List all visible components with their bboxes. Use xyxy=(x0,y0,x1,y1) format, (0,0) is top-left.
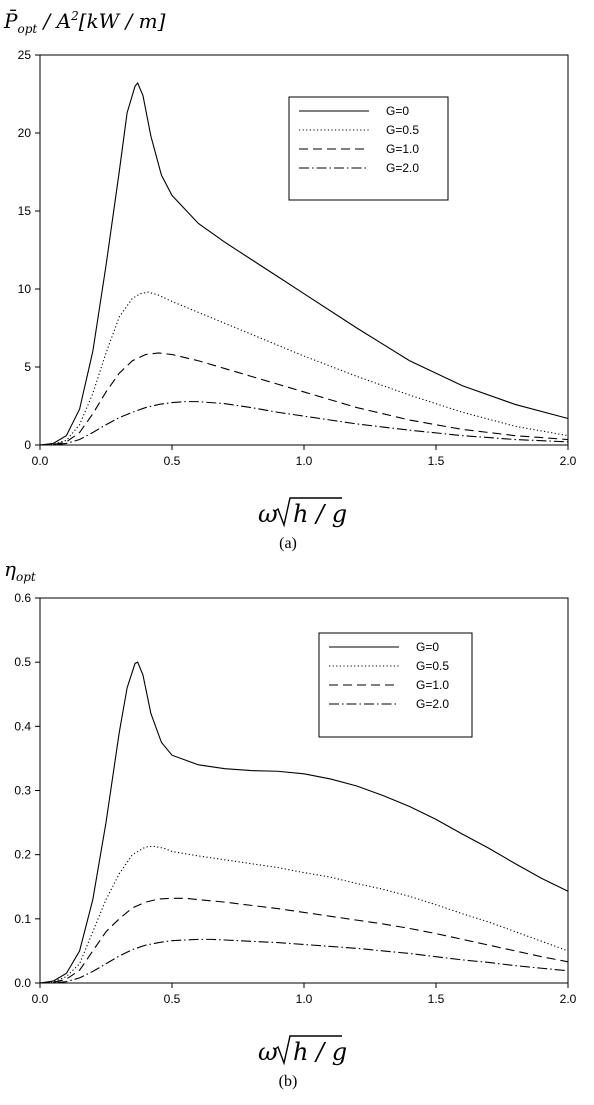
legend-label: G=1.0 xyxy=(386,142,419,156)
y-tick-label: 0.3 xyxy=(14,784,31,798)
series-line-g-2-0 xyxy=(39,938,569,984)
x-tick-label: 0.0 xyxy=(32,992,49,1006)
y-tick-label: 0.2 xyxy=(14,848,31,862)
chart-a: 0.0 0.5 1.0 1.5 2.0 0 5 10 15 20 25 G=0 G=0.5 G=1.0 G=… xyxy=(3,8,577,552)
x-tick-label: 1.5 xyxy=(428,454,445,468)
y-tick-label: 0.5 xyxy=(14,655,31,669)
panel-label: (a) xyxy=(279,535,297,552)
sqrt-sign xyxy=(273,1035,342,1066)
legend-label: G=0 xyxy=(386,104,409,118)
series-line-g-0-5 xyxy=(39,291,569,446)
x-tick-label: 0.5 xyxy=(164,454,181,468)
y-tick-label: 20 xyxy=(18,126,32,140)
x-tick-label: 0.0 xyxy=(32,454,49,468)
y-tick-label: 0.6 xyxy=(14,591,31,605)
y-tick-label: 0 xyxy=(24,438,31,452)
x-axis-label: ω h / g xyxy=(258,1035,347,1066)
y-tick-label: 15 xyxy=(18,204,32,218)
x-tick-label: 2.0 xyxy=(560,454,577,468)
x-axis-label-radicand: h / g xyxy=(293,1038,347,1066)
y-tick-label: 0.1 xyxy=(14,912,31,926)
series-line-g-0 xyxy=(39,661,569,984)
y-tick-label: 0.0 xyxy=(14,976,31,990)
x-axis-label-omega: ω xyxy=(258,1038,278,1066)
x-axis-label: ω h / g xyxy=(258,497,347,528)
legend-label: G=2.0 xyxy=(386,161,419,175)
x-tick-label: 2.0 xyxy=(560,992,577,1006)
legend-label: G=0.5 xyxy=(386,123,419,137)
legend-label: G=2.0 xyxy=(416,697,449,711)
x-axis-label-omega: ω xyxy=(258,500,278,528)
legend-label: G=1.0 xyxy=(416,678,449,692)
x-tick-label: 1.0 xyxy=(296,992,313,1006)
legend-label: G=0.5 xyxy=(416,659,449,673)
y-tick-label: 10 xyxy=(18,282,32,296)
x-tick-label: 1.0 xyxy=(296,454,313,468)
y-axis-label: P̄opt / A2[kW / m] xyxy=(3,8,166,36)
legend-box xyxy=(318,632,473,738)
y-tick-label: 25 xyxy=(18,48,32,62)
x-axis-label-radicand: h / g xyxy=(293,500,347,528)
y-axis-label: ηopt xyxy=(4,557,36,584)
legend-box xyxy=(288,96,449,201)
y-tick-label: 5 xyxy=(24,360,31,374)
series-line-g-1-0 xyxy=(39,897,569,984)
y-tick-label: 0.4 xyxy=(14,719,31,733)
panel-label: (b) xyxy=(279,1073,298,1090)
series-line-g-1-0 xyxy=(39,352,569,446)
sqrt-sign xyxy=(273,497,342,528)
series-line-g-0 xyxy=(39,82,569,446)
series-line-g-2-0 xyxy=(39,401,569,446)
x-tick-label: 0.5 xyxy=(164,992,181,1006)
chart-b: 0.0 0.5 1.0 1.5 2.0 0.0 0.1 0.2 0.3 0.4 0.5 0.6 G=0 G… xyxy=(4,557,577,1090)
series-line-g-0-5 xyxy=(39,845,569,984)
legend-label: G=0 xyxy=(416,640,439,654)
plot-frame xyxy=(39,597,569,984)
x-tick-label: 1.5 xyxy=(428,992,445,1006)
